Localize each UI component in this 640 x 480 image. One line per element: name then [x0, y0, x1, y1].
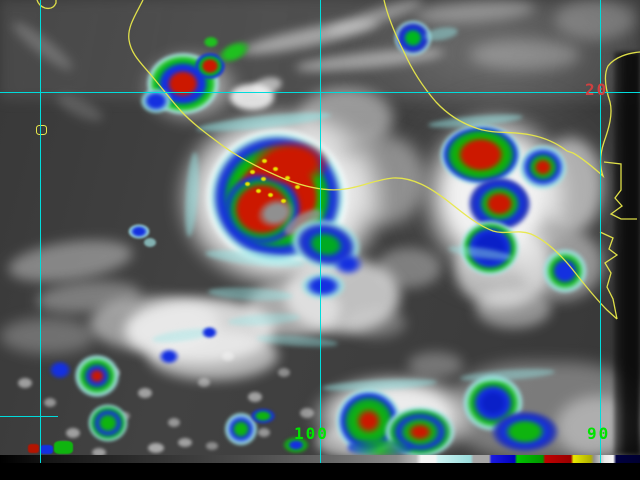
satellite-image	[0, 0, 640, 455]
convection-cell	[348, 440, 412, 455]
overshoot-speck	[262, 159, 267, 163]
latitude-gridline-partial	[0, 416, 58, 417]
cumulus-speck	[138, 388, 152, 398]
convection-cell	[74, 354, 120, 398]
cloud	[476, 288, 551, 328]
longitude-label-100w: 100	[294, 424, 329, 443]
longitude-gridline-100w	[320, 0, 321, 463]
overshoot-speck	[273, 167, 278, 171]
convection-cell	[518, 144, 568, 210]
convection-cell	[158, 348, 180, 365]
convection-cell	[128, 224, 150, 239]
cumulus-speck	[198, 378, 210, 387]
convection-cell	[250, 408, 276, 424]
overshoot-speck	[295, 185, 300, 189]
cloud	[345, 135, 425, 225]
convection-cell	[282, 436, 310, 454]
overshoot-speck	[250, 170, 255, 174]
status-bar: 1 0001 GOES-19 13 7 AUG 25219 030020 093…	[0, 463, 640, 480]
convection-cell	[40, 445, 53, 454]
cumulus-speck	[178, 438, 192, 447]
convection-cell	[542, 248, 588, 294]
convection-cell	[201, 326, 218, 339]
overshoot-speck	[256, 189, 261, 193]
overshoot-speck	[268, 193, 273, 197]
longitude-gridline-90w	[600, 0, 601, 463]
cloud	[470, 40, 580, 70]
longitude-label-90w: 90	[587, 424, 611, 443]
cloud	[346, 308, 406, 338]
cumulus-speck	[278, 368, 290, 377]
latitude-gridline-20n	[0, 92, 640, 93]
convection-cell	[332, 252, 364, 276]
cumulus-speck	[168, 418, 180, 427]
cumulus-speck	[18, 378, 32, 388]
convection-cell	[48, 360, 72, 380]
cumulus-speck	[66, 428, 80, 438]
convection-cell	[54, 441, 73, 454]
cumulus-speck	[206, 442, 218, 450]
cumulus-speck	[222, 352, 234, 361]
cumulus-speck	[148, 443, 164, 453]
convection-cell	[28, 444, 39, 453]
cloud	[376, 248, 441, 288]
island-outline	[36, 125, 47, 135]
cloud	[555, 0, 635, 40]
overshoot-speck	[261, 177, 266, 181]
cloud	[0, 318, 95, 354]
overshoot-speck	[245, 182, 250, 186]
convection-cell	[490, 410, 560, 455]
convection-cell	[88, 404, 128, 442]
cumulus-speck	[258, 428, 270, 437]
cumulus-speck	[248, 392, 262, 402]
overshoot-speck	[285, 176, 290, 180]
convection-cell	[203, 36, 219, 48]
data-gap	[614, 52, 640, 455]
overshoot-speck	[281, 199, 286, 203]
cumulus-speck	[300, 408, 314, 418]
cloud	[5, 233, 136, 289]
latitude-label-20n: 20	[585, 80, 609, 99]
cumulus-speck	[44, 398, 56, 407]
convection-cell	[300, 272, 346, 300]
longitude-gridline-110w	[40, 0, 41, 463]
cumulus-speck	[92, 448, 106, 455]
cirrus-fringe	[144, 238, 156, 247]
